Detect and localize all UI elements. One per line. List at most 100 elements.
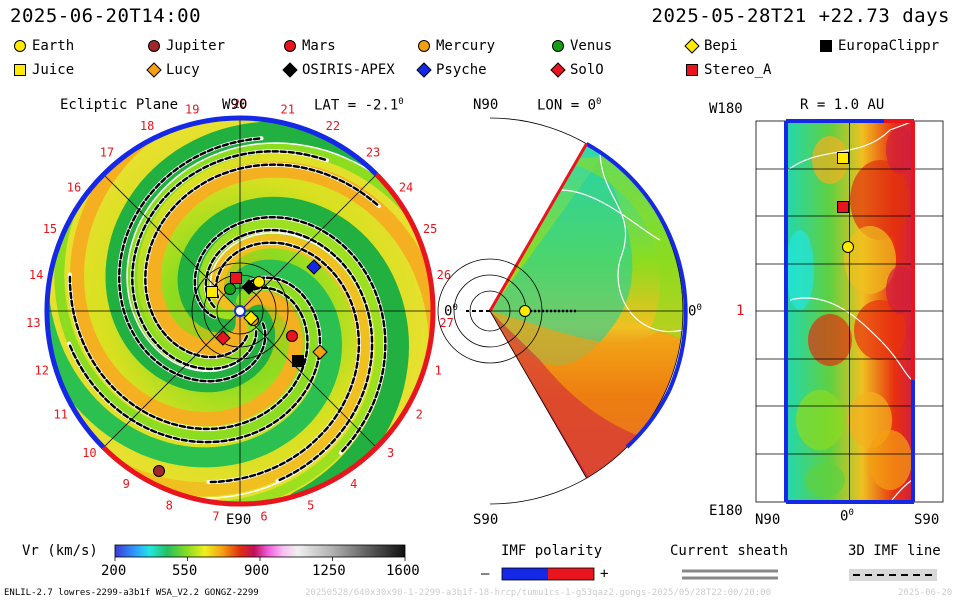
- footer-date: 2025-06-20: [898, 588, 953, 598]
- hour-label: 5: [307, 499, 314, 513]
- imf-positive-swatch: [548, 568, 594, 580]
- ecliptic-title: Ecliptic Plane: [60, 97, 179, 113]
- hour-label: 20: [233, 97, 247, 111]
- mercury-legend-symbol: [418, 40, 430, 52]
- map-sheath-top: [787, 120, 915, 171]
- hour-label: 12: [34, 363, 48, 377]
- legend-item-stereo-a: Stereo_A: [684, 62, 771, 78]
- ecliptic-polarity-outer-neg: [44, 115, 379, 450]
- map-bottom-left-label: E180: [709, 503, 743, 519]
- meridional-bottom-label: S90: [473, 512, 499, 528]
- legend-label: Jupiter: [166, 38, 226, 54]
- vr-colorbar: [114, 544, 406, 558]
- imf-negative-swatch: [502, 568, 548, 580]
- hour-label: 1: [435, 363, 442, 377]
- imf-polarity-label: IMF polarity: [501, 543, 603, 559]
- legend-label: Stereo_A: [704, 62, 772, 78]
- map-x-right-label: S90: [914, 512, 940, 528]
- legend-label: Mars: [302, 38, 336, 54]
- legend-label: SolO: [570, 62, 604, 78]
- imf-minus-sign: –: [481, 566, 490, 582]
- ecliptic-bottom-label: E90: [226, 512, 252, 528]
- colorbar-tick-1: 550: [172, 563, 198, 579]
- ecliptic-mars-marker: [286, 330, 298, 342]
- map-mid-left-label: 1: [736, 303, 745, 319]
- legend-item-earth: Earth: [12, 38, 74, 54]
- lucy-legend-symbol: [146, 62, 162, 78]
- sun-marker: [234, 305, 246, 317]
- meridional-right-label: 00: [688, 303, 702, 320]
- hour-label: 9: [123, 477, 130, 491]
- colorbar-tick-3: 1250: [312, 563, 346, 579]
- map-panel: [755, 119, 944, 504]
- map-sheath-bottom: [891, 479, 913, 501]
- colorbar-tick-4: 1600: [386, 563, 420, 579]
- map-x-mid-label: 00: [840, 508, 854, 525]
- ecliptic-europaclippr-marker: [292, 355, 304, 367]
- mars-legend-symbol: [284, 40, 296, 52]
- map-markers: [837, 152, 854, 253]
- imf-line-swatch: [849, 569, 937, 581]
- footer-model-info: ENLIL-2.7 lowres-2299-a3b1f WSA_V2.2 GON…: [4, 588, 259, 598]
- colorbar-tick-0: 200: [101, 563, 127, 579]
- imf-plus-sign: +: [600, 566, 609, 582]
- hour-label: 18: [140, 119, 154, 133]
- hour-label: 15: [43, 222, 57, 236]
- meridional-polarity-neg: [585, 142, 688, 392]
- hour-label: 6: [260, 510, 267, 524]
- legend-label: Juice: [32, 62, 75, 78]
- hour-label: 27: [439, 316, 453, 330]
- hour-label: 26: [437, 268, 451, 282]
- meridional-edge-top: [488, 143, 588, 312]
- hour-label: 17: [100, 145, 114, 159]
- ecliptic-markers: [153, 259, 328, 477]
- hour-label: 11: [54, 408, 68, 422]
- legend-label: Mercury: [436, 38, 496, 54]
- map-speed-blobs: [786, 126, 914, 496]
- legend-item-solo: SolO: [550, 62, 604, 78]
- legend-label: Venus: [570, 38, 613, 54]
- meridional-panel: [437, 117, 688, 505]
- hour-label: 25: [423, 222, 437, 236]
- colorbar-tick-2: 900: [244, 563, 270, 579]
- map-top-left-label: W180: [709, 101, 743, 117]
- object-legend: Earth Jupiter Mars Mercury Venus Bepi EuropaCl…: [0, 38, 960, 86]
- carrington-hour-labels: 20 21222324252627123456789101112131415161…: [26, 97, 454, 524]
- venus-legend-symbol: [552, 40, 564, 52]
- legend-label: Lucy: [166, 62, 200, 78]
- bepi-legend-symbol: [684, 38, 700, 54]
- legend-item-osiris-apex: OSIRIS-APEX: [282, 62, 395, 78]
- hour-label: 24: [399, 180, 413, 194]
- ecliptic-right-label: 00: [444, 303, 458, 320]
- hour-label: 3: [387, 446, 394, 460]
- run-time: 2025-05-28T21 +22.73 days: [651, 5, 950, 27]
- ecliptic-jupiter-marker: [153, 465, 165, 477]
- ecliptic-top-label: W90: [222, 97, 248, 113]
- colorbar-ticks: [114, 557, 406, 561]
- ecliptic-solo-marker: [215, 330, 231, 346]
- legend-item-juice: Juice: [12, 62, 74, 78]
- legend-item-mercury: Mercury: [416, 38, 495, 54]
- psyche-legend-symbol: [416, 62, 432, 78]
- current-sheath-label: Current sheath: [670, 543, 789, 559]
- ecliptic-earth-marker: [253, 276, 265, 288]
- stereo-a-legend-symbol: [686, 64, 698, 76]
- legend-label: Bepi: [704, 38, 738, 54]
- osiris-apex-legend-symbol: [282, 62, 298, 78]
- hour-label: 13: [26, 316, 40, 330]
- map-stereo-a-marker: [837, 201, 849, 213]
- ecliptic-lucy-marker: [312, 344, 328, 360]
- map-sheath-mid: [789, 297, 913, 381]
- legend-label: EuropaClippr: [838, 38, 940, 54]
- legend-item-psyche: Psyche: [416, 62, 487, 78]
- ecliptic-psyche-marker: [306, 259, 322, 275]
- meridional-edge-bottom: [489, 310, 587, 479]
- legend-item-mars: Mars: [282, 38, 336, 54]
- meridional-lon-label: LON = 00: [537, 97, 602, 114]
- legend-item-europaclippr: EuropaClippr: [818, 38, 939, 54]
- hour-label: 8: [166, 499, 173, 513]
- meridional-top-label: N90: [473, 97, 499, 113]
- europaclippr-legend-symbol: [820, 40, 832, 52]
- colorbar-label: Vr (km/s): [22, 543, 98, 559]
